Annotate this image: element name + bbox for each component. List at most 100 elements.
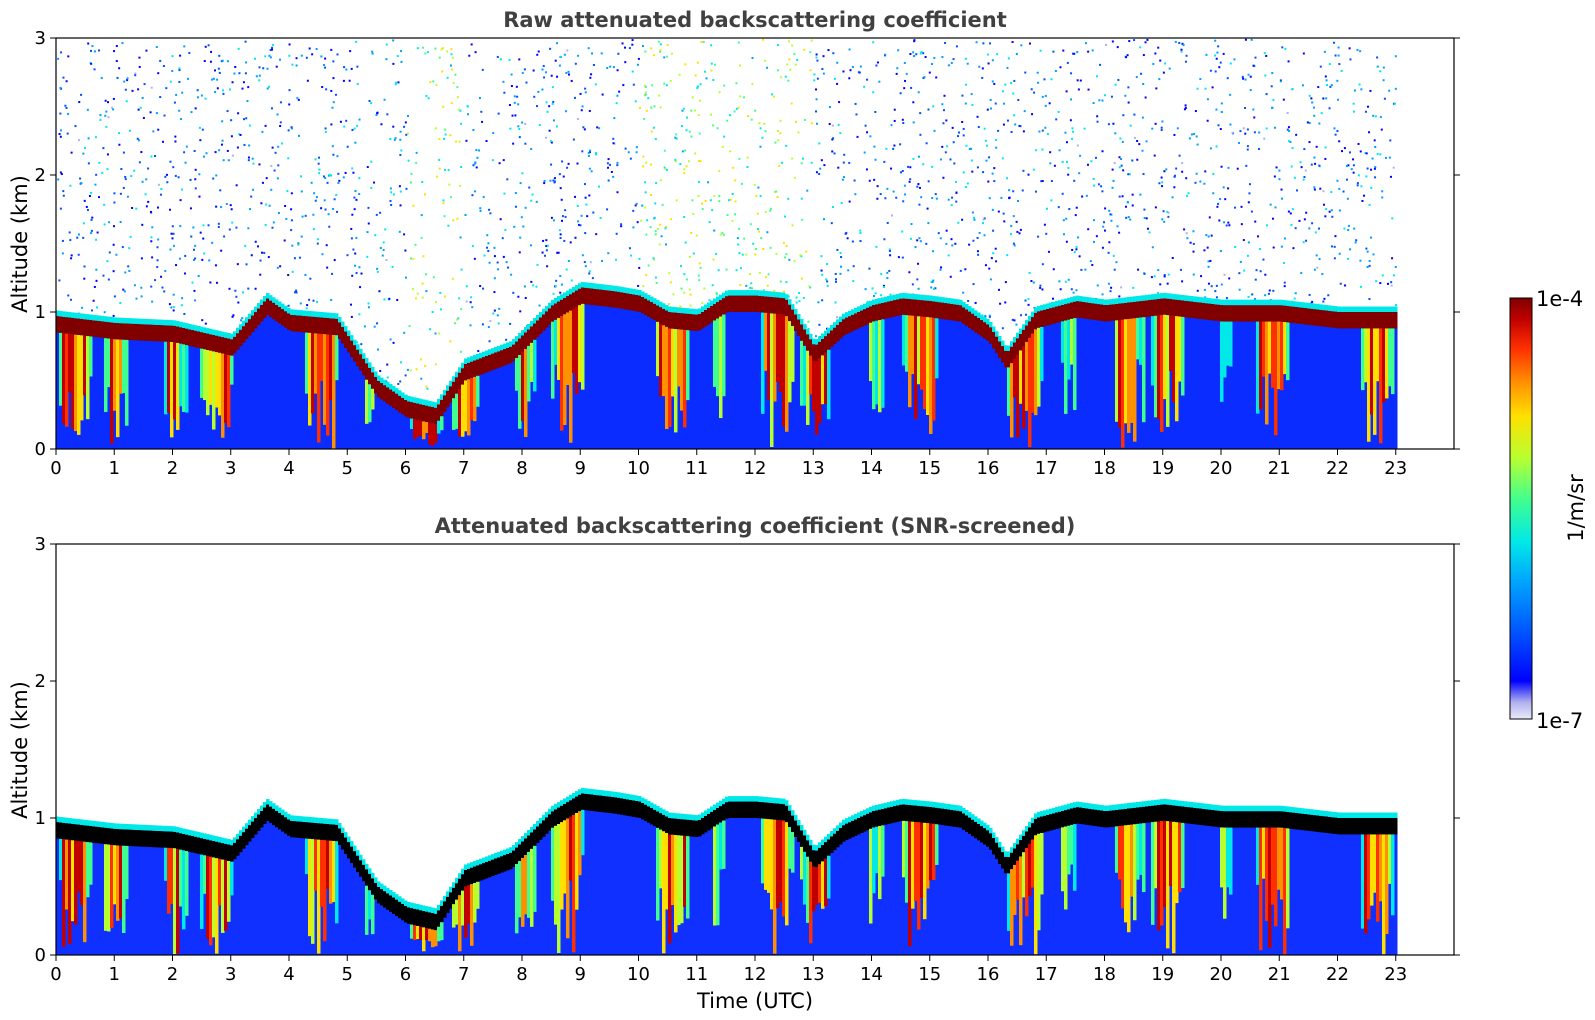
cloud-edge xyxy=(245,823,249,829)
cloud-band xyxy=(419,910,423,927)
noise-speck xyxy=(124,88,127,91)
aerosol-column xyxy=(1337,817,1341,955)
noise-speck xyxy=(1044,94,1047,97)
aerosol-column xyxy=(911,299,915,449)
noise-speck xyxy=(1233,206,1236,209)
noise-speck xyxy=(1113,268,1116,271)
cloud-band xyxy=(215,335,219,353)
aerosol-column xyxy=(1196,808,1200,955)
noise-speck xyxy=(1024,313,1027,316)
noise-speck xyxy=(965,83,968,86)
noise-speck xyxy=(1311,101,1314,104)
cloud-band xyxy=(764,296,768,313)
cloud-band xyxy=(1022,329,1026,347)
aerosol-column xyxy=(953,304,957,449)
noise-speck xyxy=(723,135,726,138)
noise-speck xyxy=(1016,199,1019,202)
noise-speck xyxy=(1008,189,1011,192)
noise-speck xyxy=(1131,193,1134,196)
noise-speck xyxy=(1066,61,1069,64)
noise-speck xyxy=(842,176,845,179)
aerosol-column xyxy=(143,324,147,449)
noise-speck xyxy=(755,195,758,198)
aerosol-column xyxy=(290,314,294,449)
noise-speck xyxy=(579,224,582,227)
cloud-edge xyxy=(440,900,444,906)
noise-speck xyxy=(1219,250,1222,253)
noise-speck xyxy=(1220,102,1223,105)
cloud-band xyxy=(98,827,102,844)
fall-streak xyxy=(1268,321,1272,374)
cloud-band xyxy=(392,897,396,914)
noise-speck xyxy=(556,75,559,78)
aerosol-column xyxy=(755,801,759,955)
noise-speck xyxy=(1186,194,1189,197)
cloud-band xyxy=(1013,342,1017,359)
cloud-edge xyxy=(188,829,192,836)
noise-speck xyxy=(1087,88,1090,91)
cloud-band xyxy=(1187,301,1191,318)
cloud-band xyxy=(80,318,84,336)
noise-speck xyxy=(631,43,634,46)
cloud-edge xyxy=(602,284,606,290)
noise-speck xyxy=(895,72,898,75)
noise-speck xyxy=(550,74,553,77)
noise-speck xyxy=(90,232,93,235)
noise-speck xyxy=(291,244,294,247)
aerosol-column xyxy=(602,795,606,955)
cloud-edge xyxy=(1268,299,1272,306)
noise-speck xyxy=(653,217,656,220)
noise-speck xyxy=(1035,149,1038,152)
cloud-edge xyxy=(419,398,423,405)
cloud-band xyxy=(419,404,423,421)
fall-streak xyxy=(1121,319,1125,448)
noise-speck xyxy=(1160,128,1163,131)
noise-speck xyxy=(908,271,911,274)
noise-speck xyxy=(685,278,688,281)
cloud-band xyxy=(272,302,276,320)
noise-speck xyxy=(659,223,662,226)
cloud-band xyxy=(329,318,333,335)
noise-speck xyxy=(690,109,693,112)
noise-speck xyxy=(1316,266,1319,269)
noise-speck xyxy=(392,193,395,196)
noise-speck xyxy=(214,264,217,267)
noise-speck xyxy=(642,165,645,168)
noise-speck xyxy=(609,65,612,68)
noise-speck xyxy=(1264,294,1267,297)
cloud-edge xyxy=(1388,306,1392,312)
cloud-band xyxy=(872,305,876,322)
noise-speck xyxy=(1007,57,1010,60)
cloud-edge xyxy=(710,300,714,307)
noise-speck xyxy=(1247,295,1250,298)
aerosol-column xyxy=(896,805,900,955)
cloud-band xyxy=(113,828,117,846)
noise-speck xyxy=(405,133,408,136)
noise-speck xyxy=(356,83,359,86)
noise-speck xyxy=(718,195,721,198)
noise-speck xyxy=(1144,96,1147,99)
noise-speck xyxy=(304,274,307,277)
noise-speck xyxy=(1121,195,1124,198)
cloud-band xyxy=(176,832,180,849)
noise-speck xyxy=(1120,158,1123,161)
noise-speck xyxy=(276,113,279,116)
cloud-band xyxy=(458,372,462,390)
noise-speck xyxy=(460,268,463,271)
noise-speck xyxy=(726,119,729,122)
aerosol-column xyxy=(545,817,549,955)
cloud-band xyxy=(734,295,738,312)
noise-speck xyxy=(204,322,207,325)
aerosol-column xyxy=(950,303,954,449)
noise-speck xyxy=(518,251,521,254)
fall-streak xyxy=(1124,319,1128,424)
noise-speck xyxy=(1310,97,1313,100)
cloud-edge xyxy=(731,290,735,296)
cloud-band xyxy=(971,313,975,331)
cloud-band xyxy=(965,309,969,326)
noise-speck xyxy=(1129,218,1132,221)
cloud-edge xyxy=(308,310,312,317)
noise-speck xyxy=(399,190,402,193)
aerosol-column xyxy=(275,304,279,449)
noise-speck xyxy=(338,179,341,182)
